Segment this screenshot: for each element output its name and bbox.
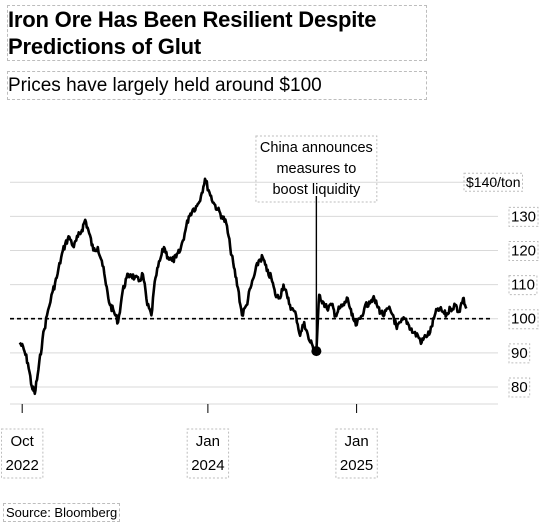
chart-subtitle: Prices have largely held around $100 (7, 71, 427, 100)
y-tick-box-110 (508, 275, 538, 296)
y-tick-label-140: $140/ton (466, 174, 521, 190)
y-tick-label-110: 110 (511, 277, 535, 294)
y-tick-box-140 (463, 172, 523, 192)
x-tick-label-1-0: Jan (196, 433, 220, 450)
y-tick-label-130: 130 (511, 208, 536, 225)
x-tick-label-2-1: 2025 (340, 457, 373, 474)
price-series-line (18, 177, 468, 396)
annotation-marker-dot (311, 346, 322, 357)
annotation-text-line-0: China announces (260, 140, 373, 156)
y-tick-label-100: 100 (511, 311, 536, 328)
x-tick-label-0-1: 2022 (6, 457, 39, 474)
x-tick-box-1 (186, 428, 230, 479)
annotation-text-line-1: measures to (276, 161, 356, 177)
x-tick-label-2-0: Jan (345, 433, 369, 450)
x-tick-label-0-0: Oct (11, 433, 35, 450)
y-tick-label-80: 80 (511, 379, 528, 396)
chart-title: Iron Ore Has Been Resilient Despite Pred… (7, 5, 427, 61)
y-tick-label-90: 90 (511, 345, 528, 362)
annotation-box (255, 135, 378, 203)
x-tick-label-1-1: 2024 (191, 457, 224, 474)
x-tick-box-2 (335, 428, 378, 479)
y-tick-label-120: 120 (511, 242, 536, 259)
annotation-text-line-2: boost liquidity (272, 182, 361, 198)
iron-ore-price-chart: $140/ton 130 120 110 100 90 80 Oct 2022 Jan 2024 Ja… (1, 135, 539, 479)
y-tick-box-80 (508, 377, 531, 398)
x-tick-box-0 (1, 428, 44, 479)
source-note: Source: Bloomberg (2, 503, 121, 522)
y-tick-box-90 (508, 343, 531, 364)
